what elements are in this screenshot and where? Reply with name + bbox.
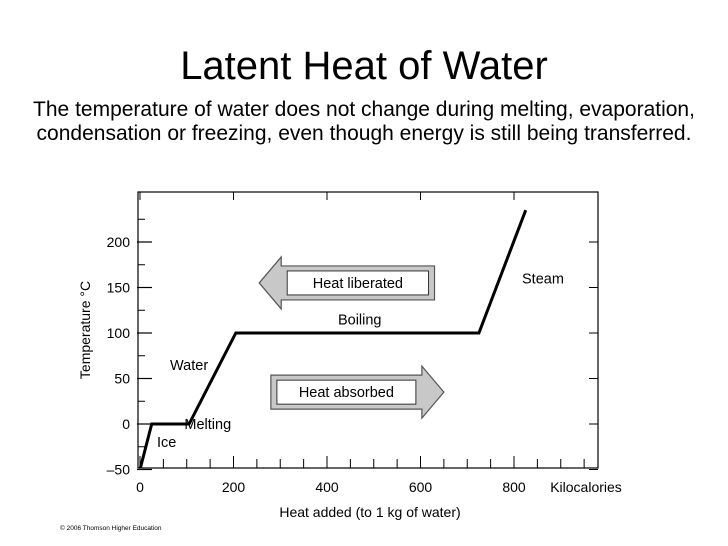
phase-annotation: Steam xyxy=(522,271,564,287)
phase-annotation: Melting xyxy=(184,417,231,433)
y-axis-label: Temperature °C xyxy=(77,281,93,379)
arrow-label: Heat liberated xyxy=(313,276,403,292)
phase-annotation: Water xyxy=(170,358,208,374)
copyright-notice: © 2006 Thomson Higher Education xyxy=(60,525,162,532)
y-tick-label: 0 xyxy=(122,416,130,432)
x-unit-label: Kilocalories xyxy=(550,479,622,495)
y-tick-label: 100 xyxy=(107,325,131,341)
y-tick-label: 50 xyxy=(114,371,130,387)
arrow-label: Heat absorbed xyxy=(299,385,394,401)
plot-frame xyxy=(137,191,599,469)
arrow-label-box xyxy=(276,379,417,405)
y-tick-label: –50 xyxy=(107,462,131,478)
x-tick-label: 200 xyxy=(222,479,246,495)
arrow-label-box xyxy=(286,270,430,296)
slide-title: Latent Heat of Water xyxy=(180,44,548,88)
x-tick-label: 400 xyxy=(315,479,339,495)
phase-annotation: Ice xyxy=(157,435,176,451)
x-tick-label: 0 xyxy=(136,479,144,495)
x-axis-label: Heat added (to 1 kg of water) xyxy=(279,504,460,520)
slide-subtitle: The temperature of water does not change… xyxy=(33,98,695,145)
y-tick-label: 150 xyxy=(107,280,131,296)
y-tick-label: 200 xyxy=(107,234,131,250)
phase-annotation: Boiling xyxy=(338,312,382,328)
x-tick-label: 800 xyxy=(502,479,526,495)
x-tick-label: 600 xyxy=(409,479,433,495)
heating-curve-line xyxy=(138,209,528,468)
